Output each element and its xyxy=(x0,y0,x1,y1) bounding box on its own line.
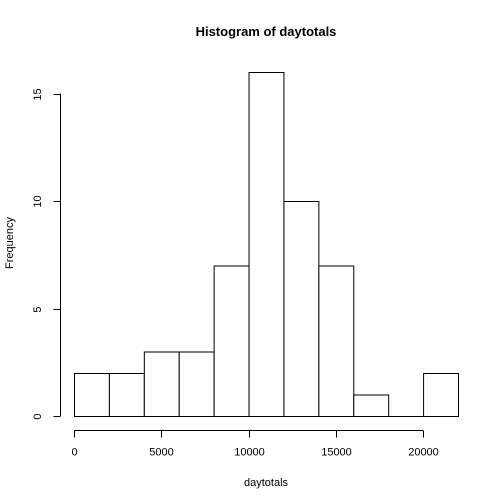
x-axis-label: daytotals xyxy=(244,477,289,489)
histogram-bar xyxy=(353,394,390,417)
histogram-bar xyxy=(143,351,180,417)
y-tick-label: 0 xyxy=(32,413,44,419)
histogram-bar xyxy=(213,265,250,417)
x-tick-label: 5000 xyxy=(149,447,173,459)
x-tick-label: 0 xyxy=(71,447,77,459)
histogram-bar xyxy=(248,72,285,417)
histogram-bar xyxy=(283,201,320,417)
histogram-bar xyxy=(318,265,355,417)
x-tick-label: 15000 xyxy=(321,447,352,459)
histogram-bar xyxy=(178,351,215,417)
histogram-bar xyxy=(423,373,460,417)
y-axis: 0 5 10 15 xyxy=(32,88,61,420)
y-tick-label: 5 xyxy=(32,306,44,312)
y-axis-label: Frequency xyxy=(4,217,16,269)
x-tick-label: 10000 xyxy=(234,447,265,459)
chart-title: Histogram of daytotals xyxy=(196,24,337,39)
histogram-bar xyxy=(74,373,110,417)
y-tick-label: 10 xyxy=(32,195,44,207)
x-axis: 0 5000 10000 15000 20000 xyxy=(71,430,439,459)
y-tick-label: 15 xyxy=(32,88,44,100)
histogram-bars xyxy=(74,72,460,417)
histogram-bar xyxy=(108,373,145,417)
x-tick-label: 20000 xyxy=(408,447,439,459)
